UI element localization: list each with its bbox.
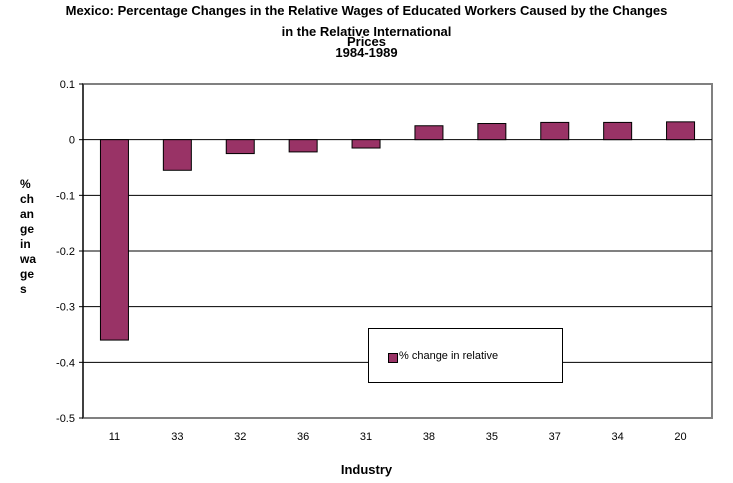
bar — [351, 139, 381, 149]
y-tick-label: -0.3 — [56, 302, 75, 314]
legend-swatch — [388, 353, 398, 363]
x-tick-label: 34 — [612, 431, 624, 443]
x-tick-label: 33 — [171, 431, 183, 443]
chart-title-line-1: Mexico: Percentage Changes in the Relati… — [65, 3, 668, 18]
x-tick-label: 11 — [109, 431, 120, 443]
bar — [540, 121, 570, 141]
x-tick-label: 38 — [423, 431, 435, 443]
y-tick-label: -0.4 — [56, 357, 75, 369]
x-tick-label: 31 — [360, 431, 372, 443]
x-axis-label: Industry — [340, 462, 393, 477]
bar — [603, 121, 633, 141]
x-tick-label: 32 — [234, 431, 246, 443]
x-tick-label: 20 — [674, 431, 686, 443]
y-tick-label: 0.1 — [60, 79, 75, 91]
y-axis-label: % ch an ge in wa ge s — [20, 177, 37, 296]
bar — [225, 139, 255, 155]
x-tick-label: 35 — [486, 431, 498, 443]
bar — [414, 125, 444, 141]
x-tick-label: 37 — [549, 431, 561, 443]
legend: % change in relative — [368, 328, 563, 383]
chart-title-line-2: in the Relative International — [281, 24, 452, 39]
y-tick-label: 0 — [69, 135, 75, 147]
x-tick-label: 36 — [297, 431, 309, 443]
bar — [477, 123, 507, 141]
y-tick-label: -0.1 — [56, 190, 75, 202]
bar — [288, 139, 318, 153]
bar — [666, 121, 696, 141]
chart-subtitle-years: 1984-1989 — [335, 45, 398, 60]
chart-title-line-3: Prices — [346, 34, 387, 49]
bar — [162, 139, 192, 171]
y-tick-label: -0.2 — [56, 246, 75, 258]
bar — [99, 139, 129, 341]
y-tick-label: -0.5 — [56, 413, 75, 425]
legend-label: % change in relative — [399, 350, 499, 362]
